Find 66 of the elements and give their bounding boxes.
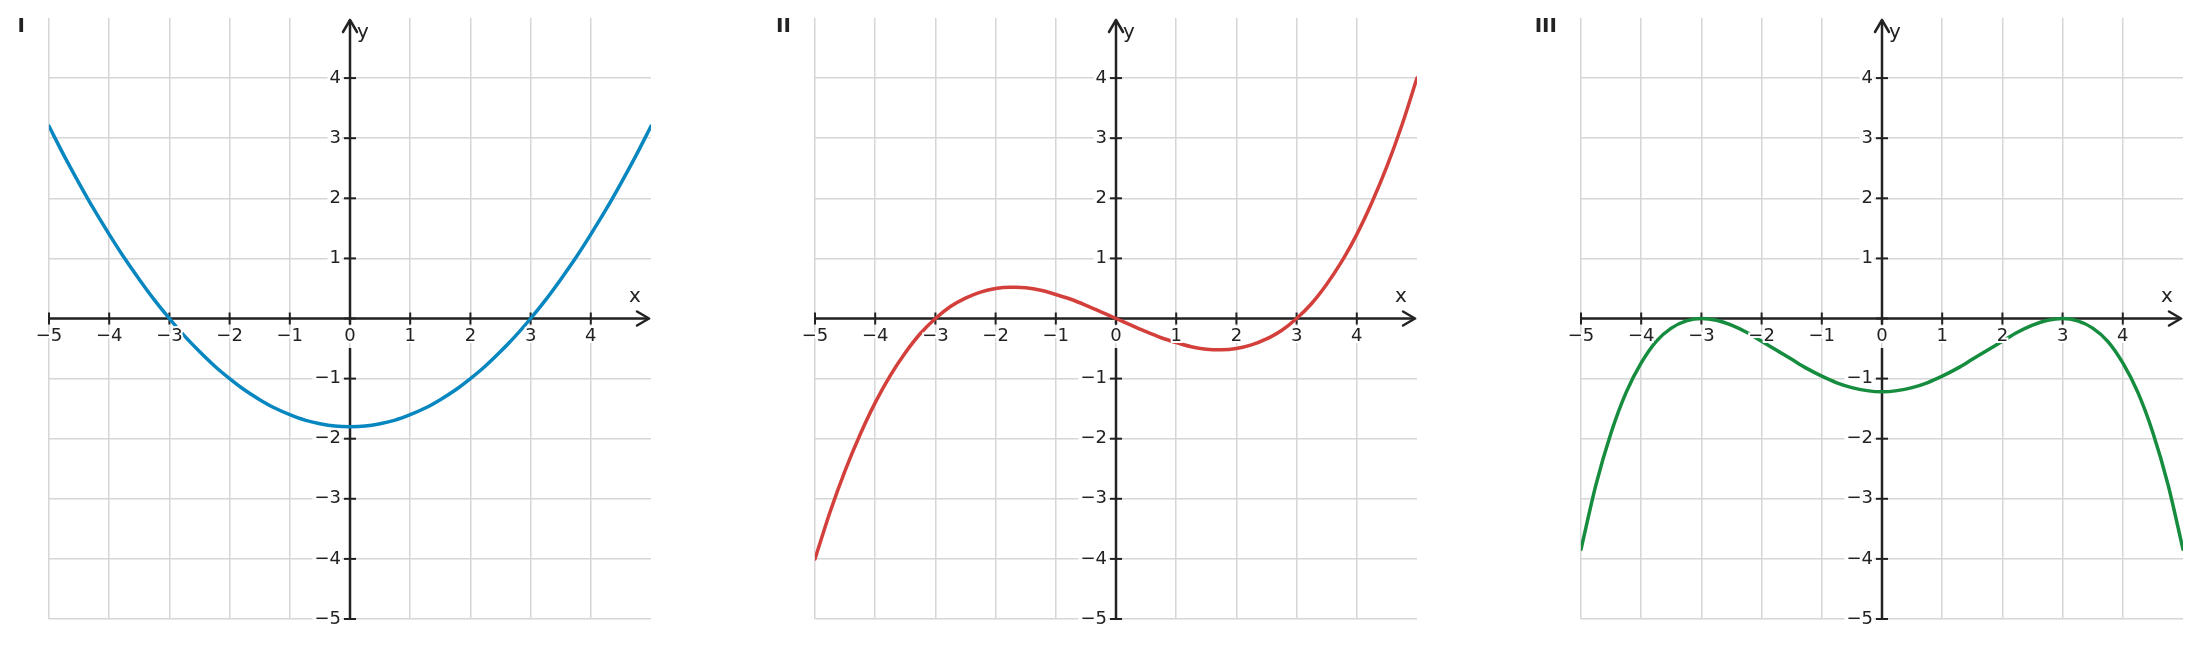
y-tick-label: −3 [1080, 486, 1107, 508]
x-tick-label: −1 [1042, 323, 1070, 345]
x-tick-label: −4 [861, 323, 889, 345]
x-tick-label: 2 [464, 323, 477, 345]
y-tick-label: −5 [1080, 606, 1107, 628]
x-tick-label: −2 [982, 323, 1009, 345]
y-axis-title: y [1123, 19, 1135, 44]
x-tick-label: 3 [524, 323, 537, 345]
x-tick-label: −1 [1808, 323, 1836, 345]
y-tick-label: 4 [329, 65, 341, 87]
y-tick-label: −4 [1846, 546, 1873, 568]
x-tick-label: 3 [1290, 323, 1303, 345]
y-tick-label: 2 [329, 185, 341, 207]
y-tick-label: −1 [314, 366, 341, 388]
x-tick-label: 0 [344, 323, 356, 345]
y-tick-label: 1 [1861, 246, 1873, 268]
x-tick-label: 2 [1996, 323, 2009, 345]
x-tick-label: 0 [1110, 323, 1122, 345]
x-tick-label: 2 [1230, 323, 1243, 345]
x-tick-label: −3 [922, 323, 949, 345]
x-tick-label: −5 [35, 323, 63, 345]
y-tick-label: 4 [1095, 65, 1107, 87]
y-tick-label: −5 [1846, 606, 1873, 628]
x-tick-label: 4 [2117, 323, 2129, 345]
y-tick-label: −2 [1080, 426, 1107, 448]
x-tick-label: −2 [1748, 323, 1775, 345]
x-tick-label: −3 [1688, 323, 1715, 345]
y-tick-label: 2 [1095, 185, 1107, 207]
y-tick-label: 3 [1095, 125, 1107, 147]
x-axis-title: x [1395, 282, 1408, 307]
x-tick-label: 3 [2056, 323, 2069, 345]
x-tick-label: −4 [1627, 323, 1655, 345]
y-tick-label: −4 [1080, 546, 1107, 568]
chart-title: I [17, 13, 25, 38]
y-tick-label: −3 [1846, 486, 1873, 508]
x-tick-label: −4 [95, 323, 123, 345]
x-tick-label: 4 [1351, 323, 1363, 345]
chart-title: III [1534, 13, 1557, 38]
x-tick-label: −5 [1567, 323, 1595, 345]
x-tick-label: 4 [585, 323, 597, 345]
x-tick-label: 1 [1170, 323, 1182, 345]
y-tick-label: 1 [1095, 246, 1107, 268]
y-tick-label: −5 [314, 606, 341, 628]
chart-title: II [776, 13, 791, 38]
x-tick-label: −5 [801, 323, 829, 345]
y-tick-label: 4 [1861, 65, 1873, 87]
x-axis-title: x [2161, 282, 2174, 307]
y-tick-label: −3 [314, 486, 341, 508]
x-tick-label: 0 [1876, 323, 1888, 345]
x-tick-label: −3 [156, 323, 183, 345]
y-tick-label: 3 [1861, 125, 1873, 147]
y-tick-label: −1 [1080, 366, 1107, 388]
y-tick-label: 3 [329, 125, 341, 147]
x-tick-label: −2 [216, 323, 243, 345]
x-axis-title: x [629, 282, 642, 307]
x-tick-label: 1 [1936, 323, 1948, 345]
y-tick-label: −2 [314, 426, 341, 448]
y-axis-title: y [357, 19, 369, 44]
x-tick-label: 1 [404, 323, 416, 345]
y-tick-label: −2 [1846, 426, 1873, 448]
y-tick-label: 1 [329, 246, 341, 268]
y-tick-label: 2 [1861, 185, 1873, 207]
y-tick-label: −1 [1846, 366, 1873, 388]
x-tick-label: −1 [276, 323, 304, 345]
y-tick-label: −4 [314, 546, 341, 568]
y-axis-title: y [1889, 19, 1901, 44]
